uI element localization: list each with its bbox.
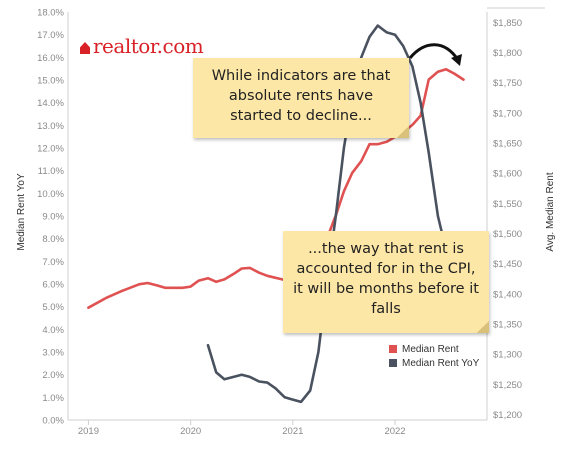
- legend-item-median-rent-yoy: Median Rent YoY: [389, 356, 479, 370]
- right-axis-ticks: $1,850 $1,800 $1,750 $1,700 $1,650 $1,600 $1,5…: [493, 18, 522, 421]
- legend-item-median-rent: Median Rent: [389, 342, 479, 356]
- left-tick-label: 2.0%: [42, 370, 64, 381]
- left-axis-title: Median Rent YoY: [16, 173, 27, 251]
- left-tick-label: 15.0%: [37, 76, 64, 87]
- right-tick-label: $1,700: [493, 108, 522, 119]
- arrowhead-icon: [451, 54, 462, 66]
- right-tick-label: $1,350: [493, 320, 522, 331]
- left-tick-label: 16.0%: [37, 53, 64, 64]
- left-tick-label: 4.0%: [42, 325, 64, 336]
- left-tick-label: 10.0%: [37, 189, 64, 200]
- left-tick-label: 9.0%: [42, 212, 64, 223]
- logo-text: realtor.com: [93, 34, 204, 58]
- x-tick-label: 2021: [282, 426, 303, 437]
- left-tick-label: 6.0%: [42, 280, 64, 291]
- right-tick-label: $1,850: [493, 18, 522, 29]
- right-tick-label: $1,550: [493, 199, 522, 210]
- right-tick-label: $1,500: [493, 229, 522, 240]
- right-tick-label: $1,650: [493, 138, 522, 149]
- x-tick-label: 2020: [180, 426, 201, 437]
- left-tick-label: 1.0%: [42, 393, 64, 404]
- left-tick-label: 7.0%: [42, 257, 64, 268]
- right-tick-label: $1,300: [493, 350, 522, 361]
- legend-label: Median Rent YoY: [402, 357, 480, 369]
- realtor-logo: realtor.com: [80, 34, 204, 58]
- left-tick-label: 11.0%: [38, 166, 65, 177]
- right-tick-label: $1,200: [493, 410, 522, 421]
- right-tick-label: $1,800: [493, 48, 522, 59]
- x-axis-ticks: 2019 2020 2021 2022: [78, 420, 406, 437]
- left-tick-label: 13.0%: [37, 121, 64, 132]
- left-tick-label: 5.0%: [42, 302, 64, 313]
- legend-swatch: [389, 345, 397, 353]
- legend: Median Rent Median Rent YoY: [389, 342, 479, 370]
- right-tick-label: $1,450: [493, 259, 522, 270]
- left-tick-label: 18.0%: [37, 8, 64, 19]
- right-tick-label: $1,750: [493, 78, 522, 89]
- annotation-note-decline: While indicators are that absolute rents…: [193, 58, 409, 138]
- legend-swatch: [389, 359, 397, 367]
- left-axis-ticks: 18.0% 17.0% 16.0% 15.0% 14.0% 13.0% 12.0% 11.0%…: [37, 8, 64, 427]
- right-tick-label: $1,600: [493, 169, 522, 180]
- right-axis-title: Avg. Median Rent: [545, 172, 556, 252]
- plot-frame: [67, 7, 545, 421]
- house-icon: [80, 42, 90, 54]
- left-tick-label: 0.0%: [42, 416, 64, 427]
- left-tick-label: 3.0%: [42, 348, 64, 359]
- legend-label: Median Rent: [402, 343, 459, 355]
- annotation-note-cpi: ...the way that rent is accounted for in…: [283, 231, 489, 333]
- right-tick-label: $1,250: [493, 380, 522, 391]
- left-tick-label: 8.0%: [42, 234, 64, 245]
- right-tick-label: $1,400: [493, 289, 522, 300]
- left-tick-label: 12.0%: [37, 144, 64, 155]
- x-tick-label: 2019: [78, 426, 99, 437]
- curved-arrow-icon: [408, 43, 460, 61]
- x-tick-label: 2022: [384, 426, 405, 437]
- left-tick-label: 14.0%: [37, 98, 64, 109]
- left-tick-label: 17.0%: [37, 30, 64, 41]
